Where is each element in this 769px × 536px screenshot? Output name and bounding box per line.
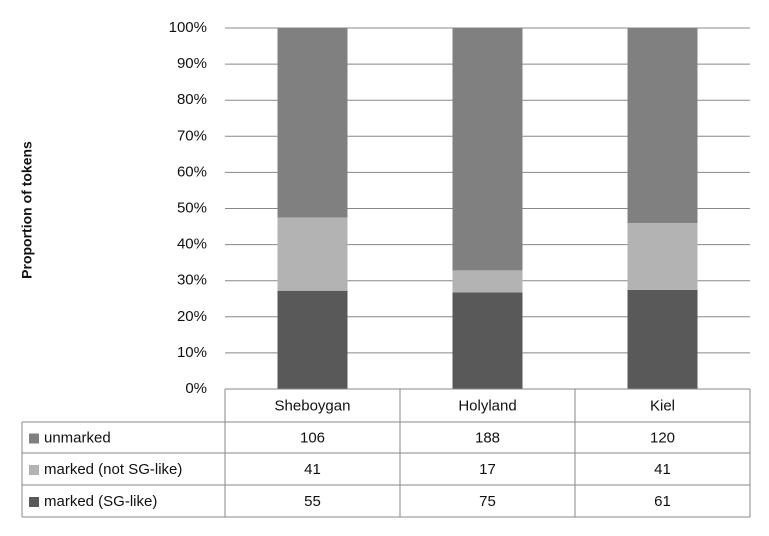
bar-segment: [627, 223, 698, 290]
table-value: 41: [304, 461, 321, 478]
y-tick-label: 100%: [169, 19, 207, 36]
table-value: 41: [654, 461, 671, 478]
legend-swatch: [29, 433, 39, 444]
table-value: 17: [479, 461, 496, 478]
category-label: Kiel: [650, 397, 675, 414]
y-tick-label: 20%: [177, 308, 207, 325]
y-tick-label: 80%: [177, 91, 207, 108]
bar-segment: [452, 28, 523, 271]
bar-segment: [627, 289, 698, 389]
table-value: 75: [479, 493, 496, 510]
bar-segment: [277, 217, 348, 291]
table-value: 120: [650, 429, 675, 446]
y-tick-label: 50%: [177, 199, 207, 216]
bar-segment: [452, 292, 523, 389]
y-tick-label: 30%: [177, 272, 207, 289]
y-tick-label: 90%: [177, 55, 207, 72]
legend-label: marked (SG-like): [44, 493, 157, 510]
y-tick-label: 70%: [177, 127, 207, 144]
legend-swatch: [29, 465, 39, 475]
category-label: Holyland: [458, 397, 516, 414]
bar-segment: [277, 28, 348, 218]
legend-swatch: [29, 497, 39, 507]
table-value: 55: [304, 493, 321, 510]
bar-segment: [452, 270, 523, 293]
y-tick-label: 60%: [177, 163, 207, 180]
table-value: 61: [654, 493, 671, 510]
bar-segment: [627, 28, 698, 224]
y-tick-label: 0%: [185, 380, 207, 397]
legend-label: marked (not SG-like): [44, 461, 182, 478]
table-value: 106: [300, 429, 325, 446]
y-tick-label: 10%: [177, 344, 207, 361]
table-value: 188: [475, 429, 500, 446]
category-label: Sheboygan: [275, 397, 351, 414]
y-axis-label: Proportion of tokens: [19, 141, 35, 279]
legend-label: unmarked: [44, 429, 111, 446]
y-tick-label: 40%: [177, 236, 207, 253]
bar-segment: [277, 290, 348, 389]
